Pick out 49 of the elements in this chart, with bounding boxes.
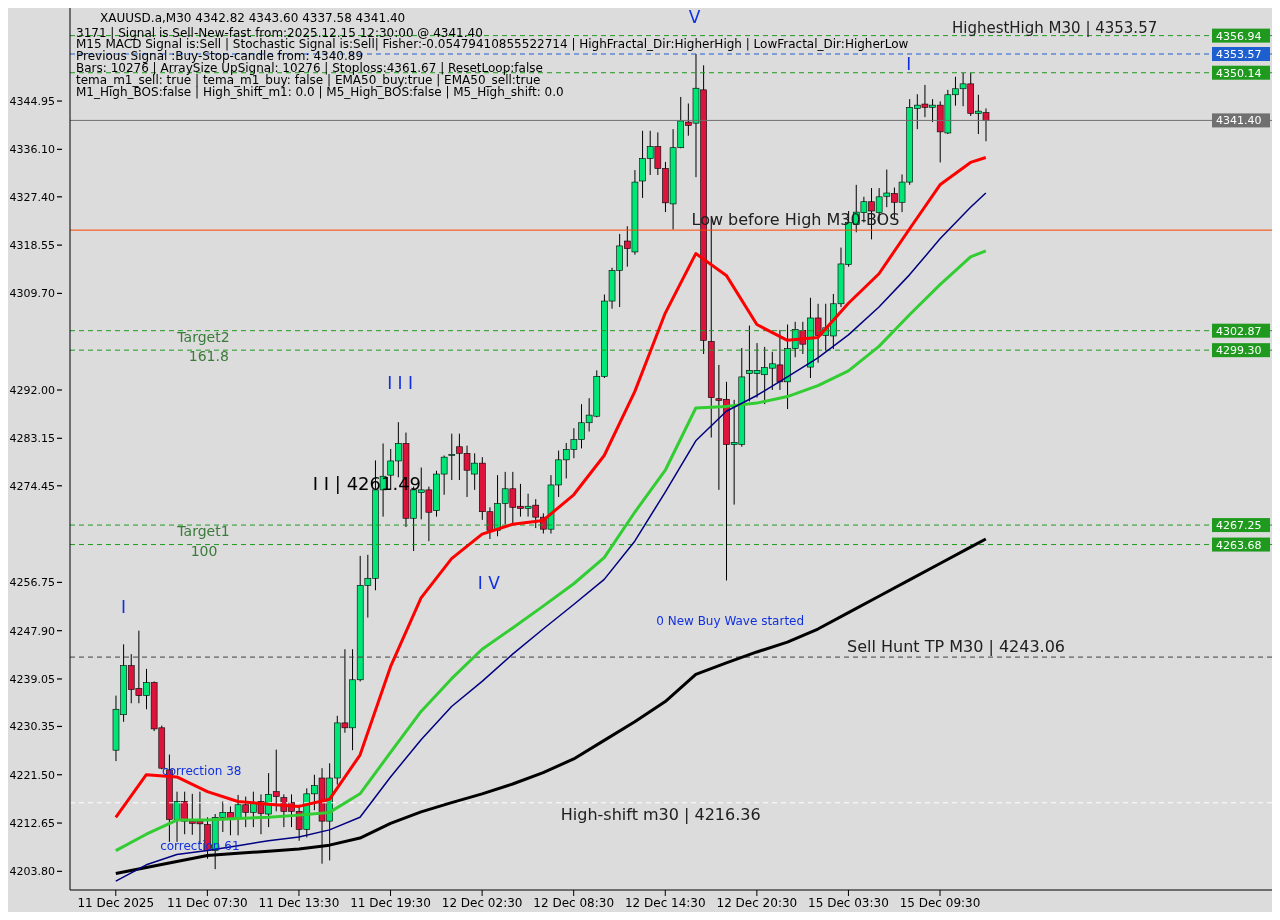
x-tick-label: 11 Dec 13:30: [258, 895, 340, 910]
annotation: 161.8: [188, 348, 229, 365]
y-tick-label: 4309.70: [9, 287, 55, 301]
annotation: I: [121, 596, 127, 617]
y-tick-label: 4203.80: [9, 865, 55, 879]
y-tick-label: 4344.95: [9, 94, 55, 108]
y-tick-label: 4221.50: [9, 768, 55, 782]
candlestick: [448, 433, 456, 481]
y-tick-label: 4230.35: [9, 720, 55, 734]
chart-title: XAUUSD.a,M30 4342.82 4343.60 4337.58 4341.40: [100, 11, 406, 25]
x-tick-label: 12 Dec 02:30: [441, 895, 523, 910]
x-tick-label: 11 Dec 07:30: [167, 895, 248, 910]
y-tick-label: 4318.55: [9, 238, 55, 252]
line-series: [114, 537, 988, 876]
y-tick-label: 4283.15: [9, 432, 55, 446]
annotation: 100: [190, 542, 218, 560]
ref-line-label: 4299.30: [1216, 344, 1262, 358]
annotation: HighestHigh M30 | 4353.57: [951, 18, 1158, 37]
y-tick-label: 4336.10: [9, 143, 55, 157]
x-tick-label: 12 Dec 08:30: [533, 895, 615, 910]
ref-line-label: 4263.68: [1216, 538, 1262, 552]
ref-line-label: 4302.87: [1216, 324, 1262, 338]
x-tick-label: 12 Dec 20:30: [716, 895, 798, 910]
y-tick-label: 4212.65: [9, 816, 55, 830]
x-tick-label: 11 Dec 19:30: [350, 895, 431, 910]
y-tick-label: 4239.05: [9, 672, 55, 686]
ref-line-label: 4353.57: [1216, 48, 1262, 61]
ref-line-label: 4341.40: [1216, 114, 1262, 128]
x-tick-label: 12 Dec 14:30: [624, 895, 706, 910]
annotation: 0 New Buy Wave started: [656, 613, 805, 628]
annotation: V: [688, 7, 701, 27]
y-tick-label: 4247.90: [9, 624, 55, 638]
x-tick-label: 15 Dec 03:30: [808, 895, 889, 910]
annotation: I V: [477, 573, 500, 594]
ref-line-label: 4356.94: [1216, 29, 1262, 43]
ref-line-label: Sell Hunt TP M30 | 4243.06: [847, 637, 1066, 657]
y-tick-label: 4327.40: [9, 190, 55, 204]
annotation: Target1: [177, 523, 230, 540]
x-tick-label: 11 Dec 2025: [77, 895, 155, 910]
annotation: Target2: [177, 328, 230, 345]
ref-line-label: High-shift m30 | 4216.36: [560, 804, 761, 824]
annotation: I: [906, 54, 912, 75]
x-tick-label: 15 Dec 09:30: [899, 895, 981, 910]
y-tick-label: 4256.75: [9, 576, 55, 590]
ref-line-label: 4267.25: [1216, 519, 1262, 533]
y-tick-label: 4274.45: [9, 479, 55, 493]
y-tick-label: 4292.00: [9, 383, 55, 397]
ref-line-label: 4350.14: [1216, 66, 1262, 80]
annotation: I I I: [387, 372, 414, 393]
